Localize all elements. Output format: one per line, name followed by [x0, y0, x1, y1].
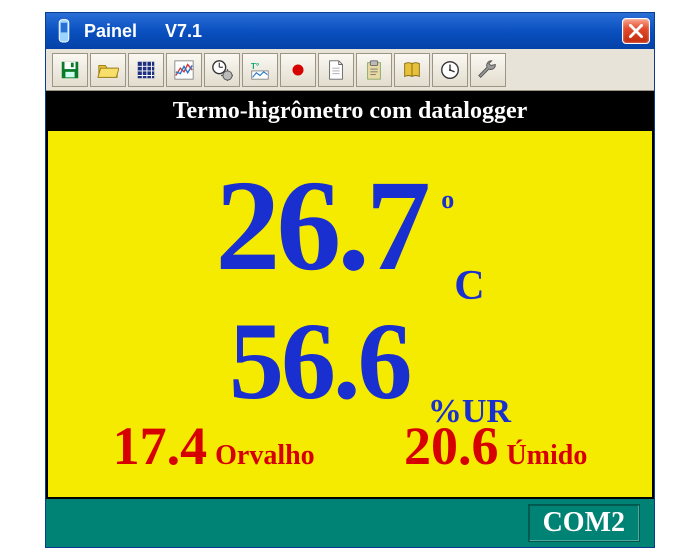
humidity-row: 56.6 %UR [48, 306, 652, 416]
humidity-value: 56.6 [229, 306, 410, 416]
book-button[interactable] [394, 53, 430, 87]
document-icon [325, 59, 347, 81]
toolbar: T° [46, 49, 654, 91]
wetbulb-value: 20.6 [404, 415, 499, 477]
wetbulb-reading: 20.6 Úmido [404, 415, 587, 477]
temp-log-button[interactable]: T° [242, 53, 278, 87]
save-button[interactable] [52, 53, 88, 87]
temperature-value: 26.7 [215, 161, 427, 291]
header-title: Termo-higrômetro com datalogger [173, 98, 528, 125]
wrench-button[interactable] [470, 53, 506, 87]
close-button[interactable] [622, 18, 650, 44]
clock-settings-button[interactable] [204, 53, 240, 87]
header-strip: Termo-higrômetro com datalogger [46, 91, 654, 131]
app-icon [56, 21, 72, 41]
wrench-icon [477, 59, 499, 81]
chart-button[interactable] [166, 53, 202, 87]
display-panel: 26.7 oC 56.6 %UR 17.4 Orvalho 20.6 Úmido [46, 131, 654, 499]
record-button[interactable] [280, 53, 316, 87]
clipboard-button[interactable] [356, 53, 392, 87]
clock-icon [439, 59, 461, 81]
document-button[interactable] [318, 53, 354, 87]
svg-text:T°: T° [251, 62, 259, 71]
clipboard-icon [363, 59, 385, 81]
wetbulb-label: Úmido [506, 440, 587, 472]
open-icon [97, 59, 119, 81]
chart-icon [173, 59, 195, 81]
grid-button[interactable] [128, 53, 164, 87]
open-button[interactable] [90, 53, 126, 87]
window-title: Painel [84, 21, 137, 42]
temperature-unit: oC [441, 263, 484, 309]
clock-button[interactable] [432, 53, 468, 87]
dewpoint-label: Orvalho [215, 440, 315, 472]
com-port-indicator: COM2 [528, 504, 640, 542]
dewpoint-value: 17.4 [113, 415, 208, 477]
grid-icon [135, 59, 157, 81]
titlebar[interactable]: Painel V7.1 [46, 13, 654, 49]
secondary-readings: 17.4 Orvalho 20.6 Úmido [48, 415, 652, 477]
status-bar: COM2 [46, 499, 654, 547]
book-icon [401, 59, 423, 81]
dewpoint-reading: 17.4 Orvalho [113, 415, 315, 477]
save-icon [59, 59, 81, 81]
window-version: V7.1 [165, 21, 202, 42]
app-window: Painel V7.1 T° [45, 12, 655, 548]
temp-log-icon: T° [249, 59, 271, 81]
record-icon [287, 59, 309, 81]
clock-settings-icon [211, 59, 233, 81]
temperature-row: 26.7 oC [48, 161, 652, 291]
